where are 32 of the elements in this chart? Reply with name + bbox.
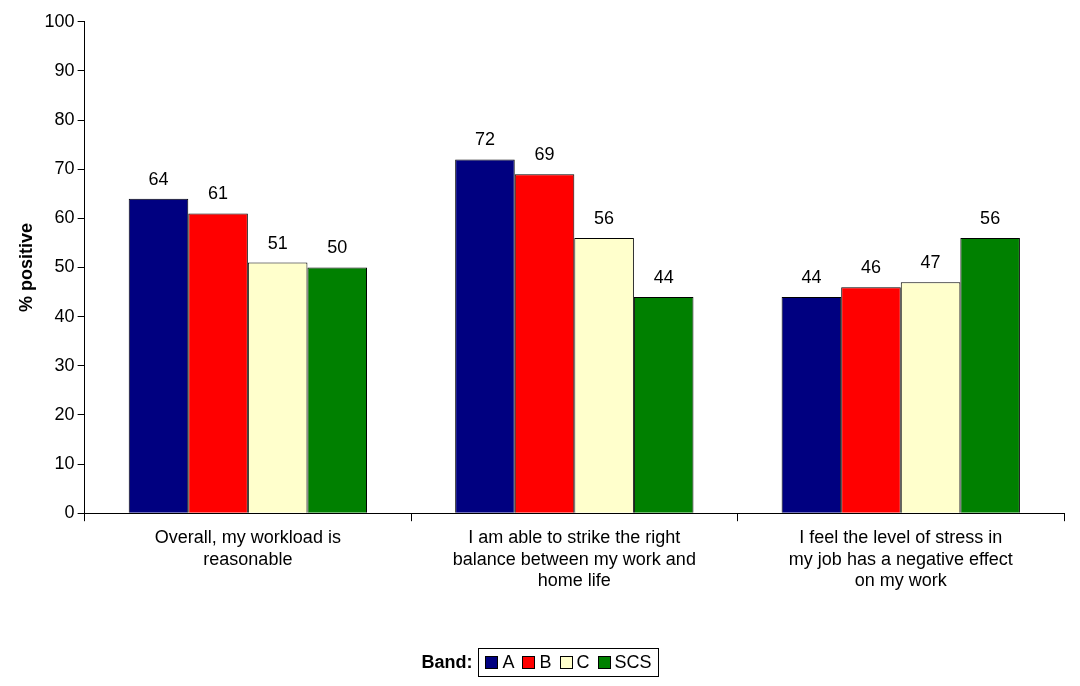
y-tick-label: 20 [54, 403, 75, 424]
data-label: 44 [801, 266, 822, 287]
legend-label: B [539, 652, 552, 673]
legend-label: A [502, 652, 515, 673]
y-tick-label: 60 [54, 207, 75, 228]
y-tick-label: 10 [54, 453, 75, 474]
data-label: 56 [594, 207, 615, 228]
data-label: 64 [148, 168, 169, 189]
y-tick-label: 0 [64, 502, 75, 523]
data-label: 61 [208, 183, 229, 204]
y-tick-label: 50 [54, 256, 75, 277]
x-tick-label: Overall, my workload is reasonable [154, 526, 341, 569]
y-tick-label: 100 [44, 10, 75, 31]
data-label: 50 [327, 237, 348, 258]
data-label: 46 [860, 257, 881, 278]
data-label: 56 [980, 207, 1001, 228]
x-tick-label: I am able to strike the right balance between my work and home life [452, 526, 696, 591]
data-label: 44 [653, 266, 674, 287]
legend-title: Band: [421, 652, 473, 673]
legend-label: C [576, 652, 590, 673]
y-tick-label: 40 [54, 305, 75, 326]
data-label: 69 [534, 144, 555, 165]
legend-label: SCS [614, 652, 652, 673]
y-tick-label: 70 [54, 158, 75, 179]
y-tick-label: 80 [54, 109, 75, 130]
data-label: 47 [920, 252, 941, 273]
data-label: 72 [474, 129, 495, 150]
y-axis-title: % positive [15, 222, 36, 313]
y-tick-label: 90 [54, 59, 75, 80]
data-label: 51 [267, 232, 288, 253]
y-tick-label: 30 [54, 354, 75, 375]
x-tick-label: I feel the level of stress in my job has a negative effect on my work [788, 526, 1013, 591]
